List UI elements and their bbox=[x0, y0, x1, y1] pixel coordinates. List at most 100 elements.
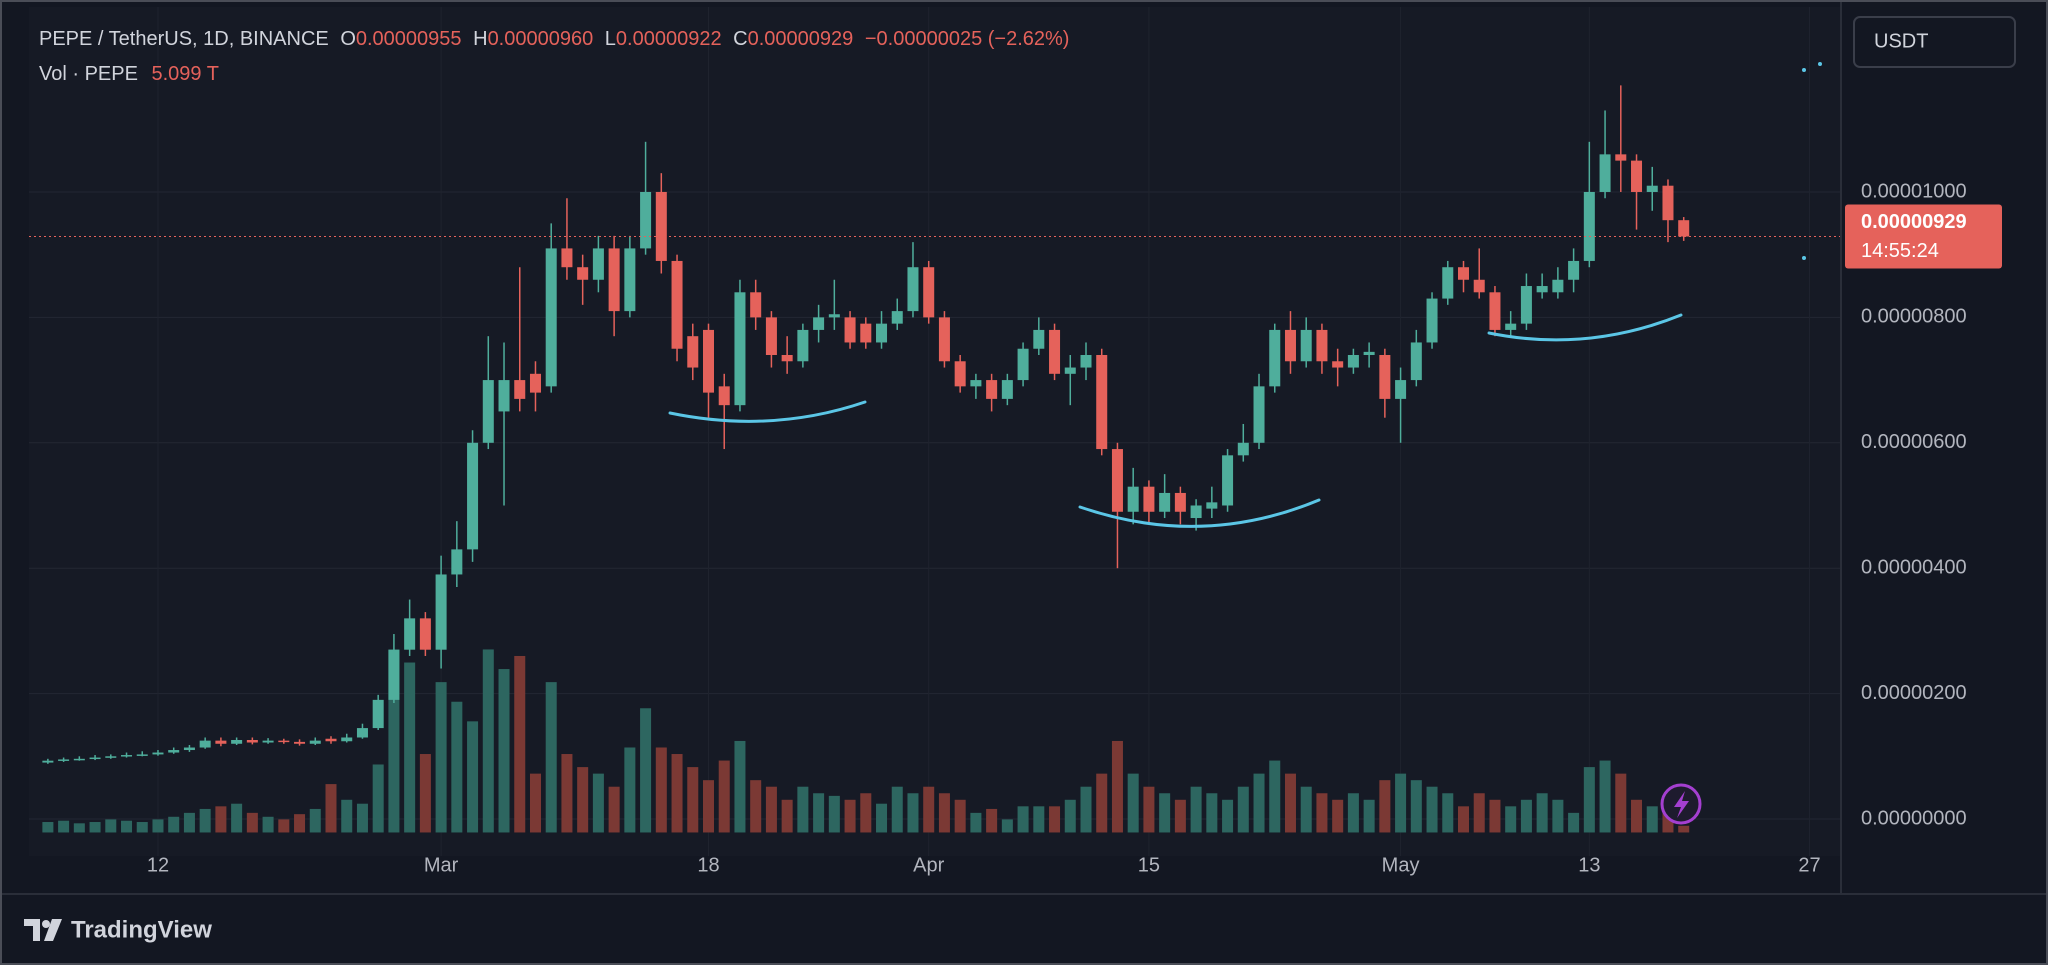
volume-bar bbox=[781, 799, 793, 833]
candle-body bbox=[1269, 329, 1281, 387]
volume-bar bbox=[435, 682, 447, 833]
candle-body bbox=[1395, 380, 1407, 399]
candle-body bbox=[750, 292, 762, 318]
candle-body bbox=[687, 336, 699, 368]
candle-body bbox=[1190, 505, 1202, 519]
price-label: 0.00000929 bbox=[1861, 211, 1967, 233]
candle-body bbox=[1583, 191, 1595, 261]
candle-body bbox=[1568, 260, 1580, 280]
volume-bar bbox=[970, 812, 982, 833]
volume-bar bbox=[718, 760, 730, 833]
volume-bar bbox=[183, 812, 195, 833]
volume-bar bbox=[1662, 812, 1674, 833]
candle-body bbox=[1300, 329, 1312, 362]
volume-bar bbox=[262, 816, 274, 833]
y-tick-label: 0.00000400 bbox=[1861, 556, 1967, 578]
legend-key: L bbox=[605, 28, 616, 50]
axes: 0.00000000 0.00000200 0.00000400 0.00000600… bbox=[147, 180, 2002, 876]
candle-body bbox=[1127, 486, 1139, 512]
volume-bar bbox=[1049, 806, 1061, 833]
candle-body bbox=[514, 380, 526, 399]
volume-bar bbox=[152, 819, 164, 833]
volume-bar bbox=[907, 793, 919, 833]
currency-button[interactable]: USDT bbox=[1853, 16, 2016, 68]
candle-body bbox=[702, 329, 715, 393]
price-label-box bbox=[1845, 204, 2002, 269]
volume-bar bbox=[687, 767, 699, 833]
volume-bar bbox=[1332, 799, 1344, 833]
volume-bar bbox=[1111, 740, 1123, 833]
candle-body bbox=[1064, 367, 1076, 374]
volume-bar bbox=[1190, 786, 1202, 833]
candle-body bbox=[1520, 286, 1532, 324]
candle-body bbox=[1284, 329, 1296, 362]
volume-bar bbox=[482, 649, 494, 833]
volume-bar bbox=[168, 816, 180, 833]
volume-bar bbox=[58, 820, 70, 833]
volume-bar bbox=[1284, 773, 1296, 833]
candle-body bbox=[1457, 267, 1470, 280]
volume-bar bbox=[1300, 786, 1312, 833]
logo: TradingView bbox=[24, 916, 212, 943]
candle-body bbox=[577, 267, 589, 280]
candle-body bbox=[498, 380, 510, 412]
volume-bar bbox=[451, 701, 463, 833]
candle-body bbox=[1615, 154, 1627, 161]
volume-bar bbox=[876, 803, 888, 833]
candle-body bbox=[1017, 348, 1029, 381]
volume-bar bbox=[136, 822, 148, 833]
icon-bolt[interactable] bbox=[1674, 791, 1689, 818]
candle-body bbox=[938, 317, 950, 362]
candle-body bbox=[1222, 455, 1234, 506]
volume-bar bbox=[1646, 806, 1658, 833]
volume-bar bbox=[828, 795, 840, 833]
volume-bar bbox=[891, 786, 903, 833]
logo-mark bbox=[24, 919, 40, 941]
candle-body bbox=[199, 740, 211, 748]
dot bbox=[1802, 256, 1806, 260]
candle-body bbox=[1049, 329, 1061, 374]
currency-label[interactable]: USDT bbox=[1874, 30, 1928, 52]
volume-bar bbox=[1017, 806, 1029, 833]
volume-bar bbox=[765, 786, 777, 833]
volume-bar bbox=[105, 819, 117, 833]
candle-body bbox=[1253, 386, 1265, 443]
volume-bar bbox=[1442, 793, 1454, 833]
candle-body bbox=[215, 740, 227, 744]
candle-body bbox=[42, 760, 54, 763]
candle-body bbox=[970, 380, 982, 387]
volume-bar bbox=[1536, 793, 1548, 833]
candle-body bbox=[891, 311, 903, 324]
volume-bar bbox=[797, 786, 809, 833]
candle-body bbox=[1631, 160, 1643, 192]
dots bbox=[1802, 62, 1822, 260]
candle-body bbox=[1347, 355, 1359, 368]
legend-value: 0.00000922 bbox=[616, 28, 722, 50]
logo-text: TradingView bbox=[71, 916, 212, 943]
candle-body bbox=[592, 248, 604, 280]
volume-bar bbox=[938, 793, 950, 833]
x-tick-label: 12 bbox=[147, 854, 169, 876]
candle-body bbox=[294, 741, 306, 744]
legend-value: 0.00000929 bbox=[748, 28, 854, 50]
candle-body bbox=[356, 728, 368, 738]
volume-bar bbox=[1127, 773, 1139, 833]
volume-bar bbox=[73, 823, 85, 833]
volume-bar bbox=[1552, 799, 1564, 833]
volume-bar bbox=[514, 655, 526, 833]
volume-bar bbox=[702, 780, 715, 833]
x-tick-label: May bbox=[1382, 854, 1420, 876]
candle-body bbox=[482, 380, 494, 443]
candle-body bbox=[419, 618, 431, 650]
currency-button-box[interactable] bbox=[1853, 16, 2016, 68]
x-tick-label: 15 bbox=[1138, 854, 1160, 876]
volume-bar bbox=[309, 808, 321, 833]
volume-bar bbox=[1489, 799, 1501, 833]
candle-body bbox=[1096, 355, 1108, 450]
candle-body bbox=[1080, 355, 1092, 368]
candle-body bbox=[923, 267, 935, 318]
legend-value: 0.00000960 bbox=[488, 28, 594, 50]
lightning-icon[interactable] bbox=[1660, 783, 1702, 825]
candle-body bbox=[813, 317, 825, 330]
